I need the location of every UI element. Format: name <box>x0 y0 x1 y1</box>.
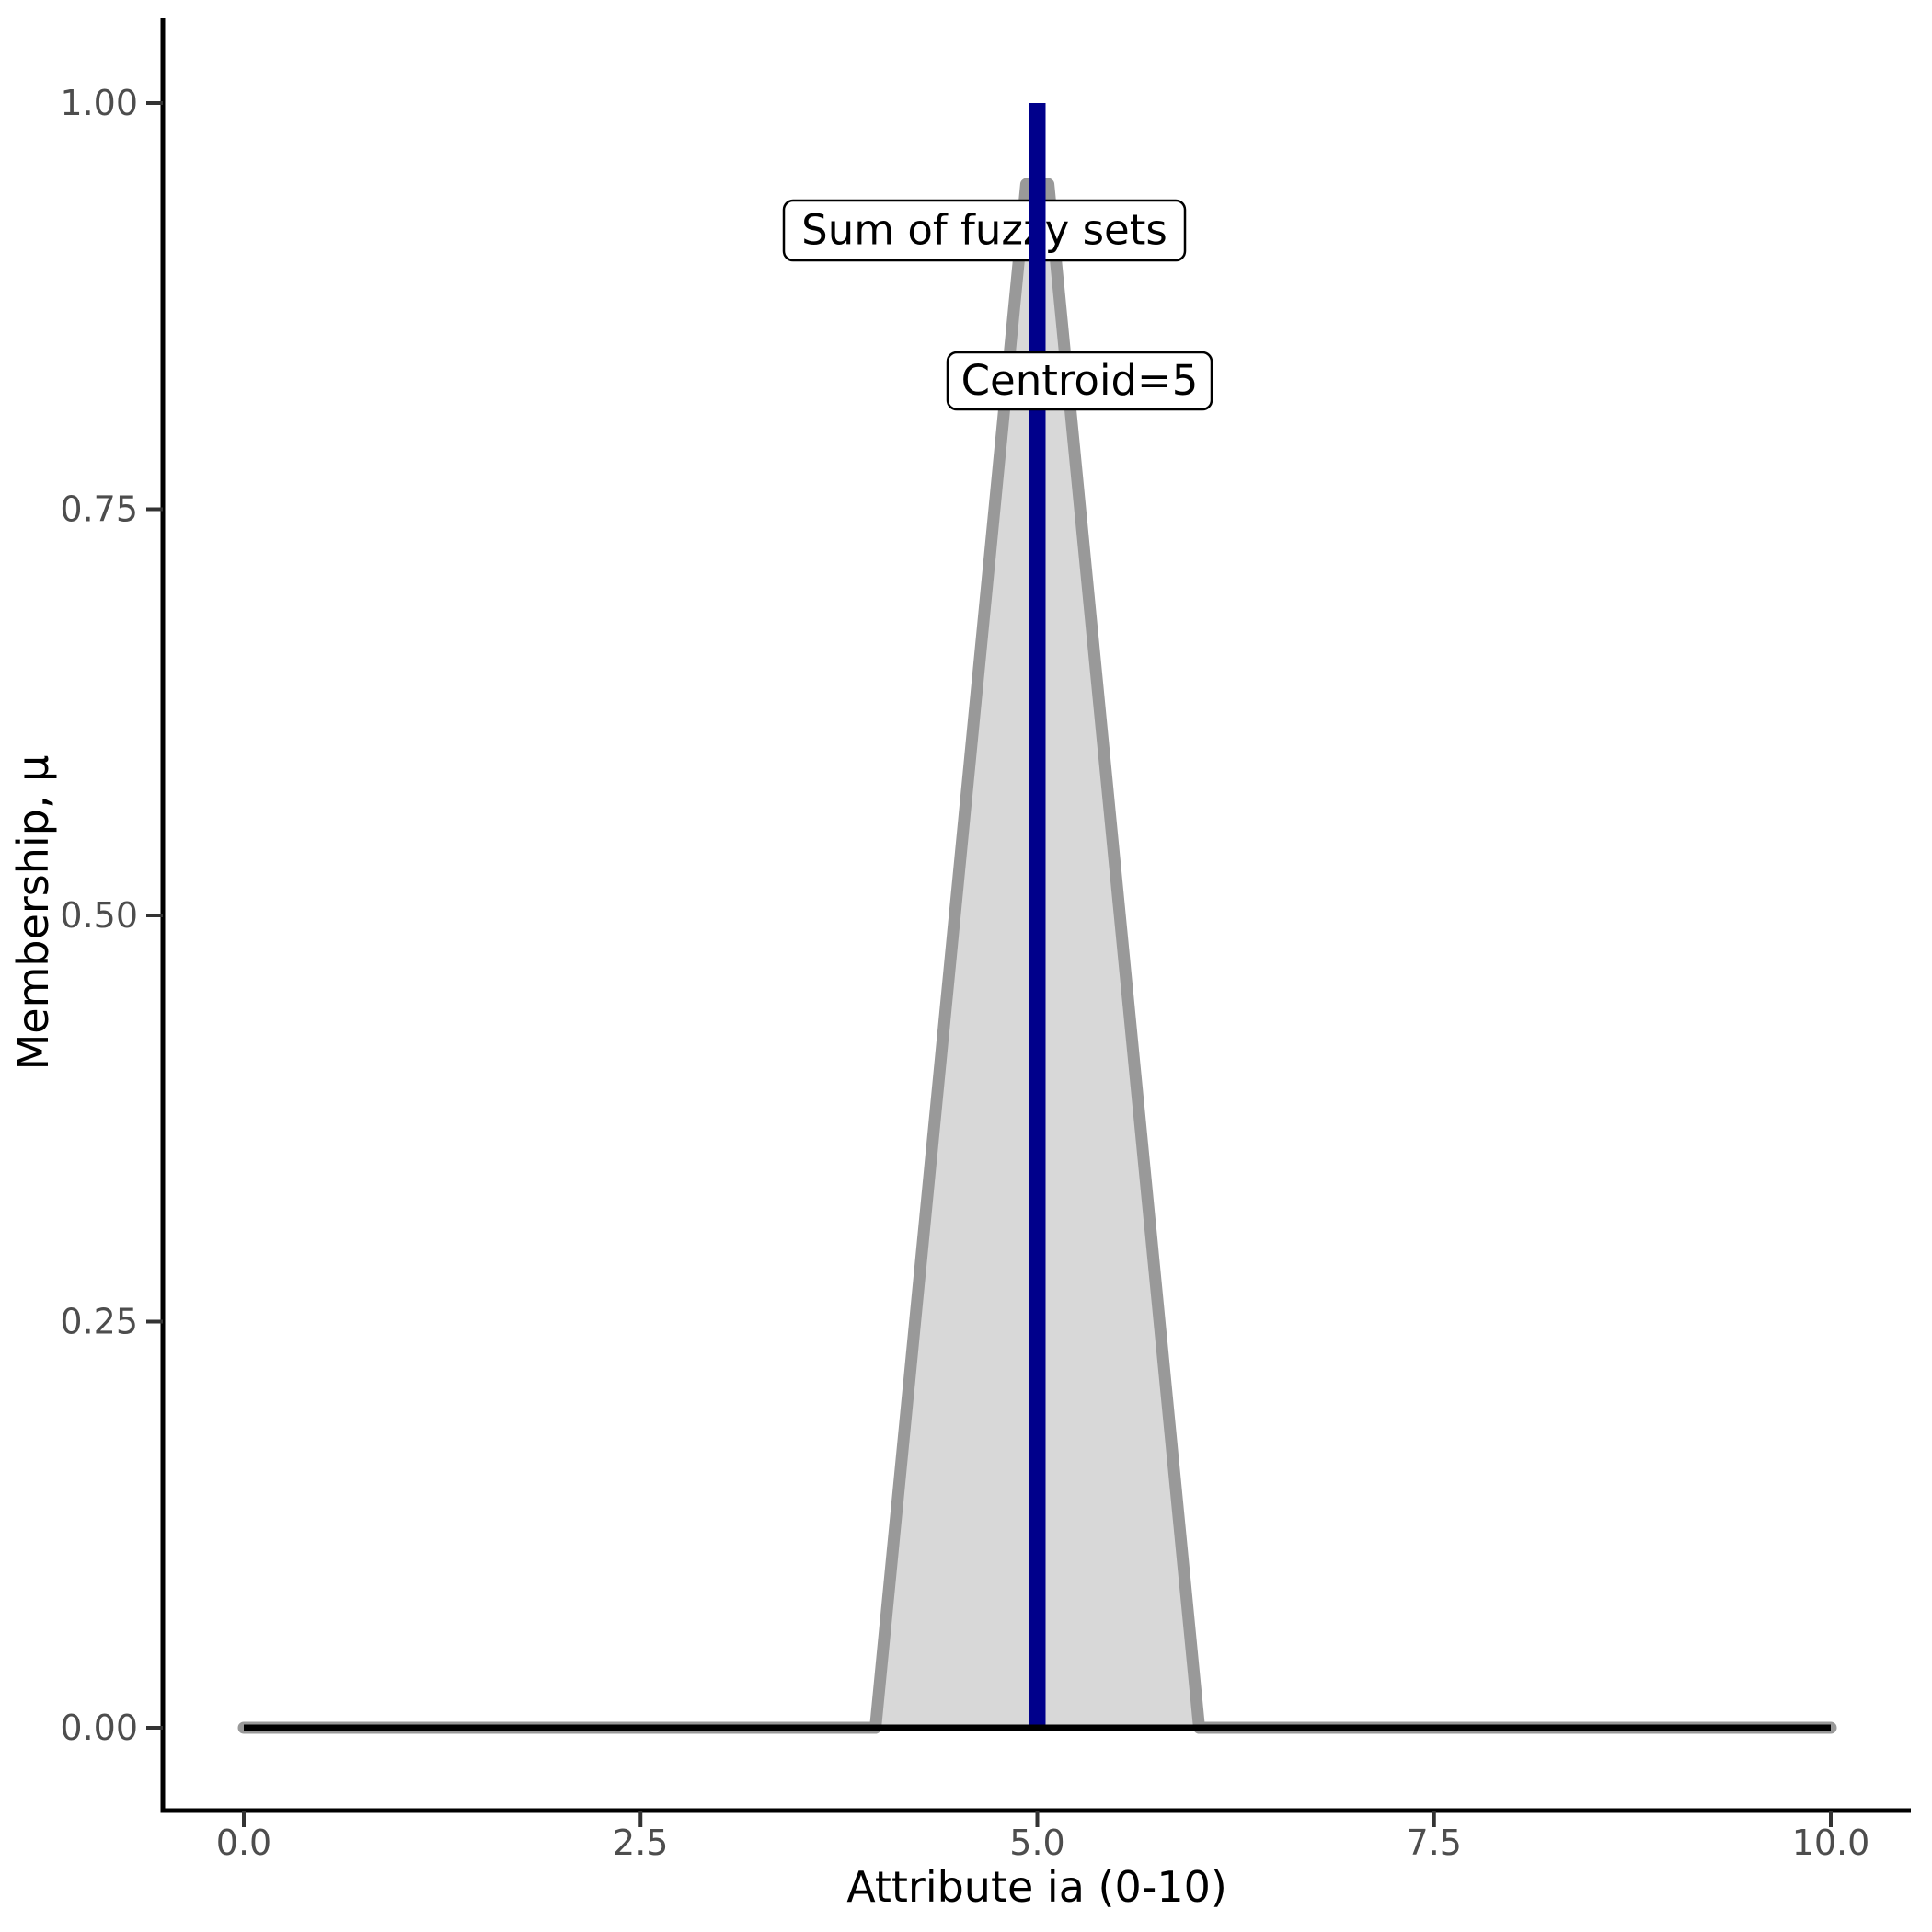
annotation-sum-box <box>782 199 1187 262</box>
x-tick-label: 0.0 <box>216 1823 271 1863</box>
annotation-centroid-box <box>946 351 1213 411</box>
y-axis-title: Membership, μ <box>8 755 58 1071</box>
x-tick-label: 2.5 <box>613 1823 668 1863</box>
annotation-centroid-label: Centroid=5 <box>961 356 1199 405</box>
x-axis-title: Attribute ia (0-10) <box>846 1862 1227 1912</box>
x-tick-label: 7.5 <box>1407 1823 1462 1863</box>
y-tick-label: 0.75 <box>60 489 138 530</box>
annotation-sum-label: Sum of fuzzy sets <box>801 206 1167 255</box>
y-tick-label: 0.50 <box>60 895 138 936</box>
y-tick-label: 0.00 <box>60 1708 138 1748</box>
y-tick-label: 0.25 <box>60 1302 138 1342</box>
x-tick-label: 5.0 <box>1009 1823 1064 1863</box>
y-tick-label: 1.00 <box>60 83 138 123</box>
x-tick-label: 10.0 <box>1792 1823 1870 1863</box>
